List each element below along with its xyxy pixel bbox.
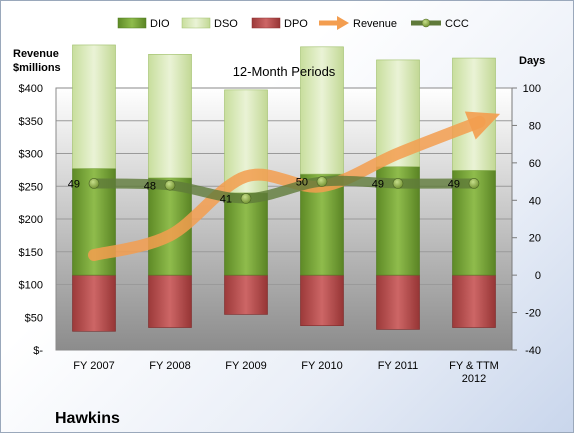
legend-swatch-dio bbox=[117, 17, 147, 29]
legend-label-dio: DIO bbox=[150, 18, 170, 30]
right-tick-label: 20 bbox=[529, 233, 541, 245]
ccc-data-label: 49 bbox=[448, 178, 460, 190]
left-tick-label: $100 bbox=[19, 280, 43, 292]
left-tick-label: $350 bbox=[19, 116, 43, 128]
company-name: Hawkins bbox=[55, 410, 120, 427]
bar-dso bbox=[72, 44, 116, 169]
legend-label-dpo: DPO bbox=[284, 18, 308, 30]
left-tick-label: $250 bbox=[19, 181, 43, 193]
left-tick-label: $200 bbox=[19, 214, 43, 226]
ccc-marker bbox=[468, 178, 480, 189]
right-axis: -40 -20 0 20 40 60 80 100 bbox=[511, 83, 541, 357]
legend-swatch-revenue bbox=[319, 16, 349, 30]
left-tick-label: $150 bbox=[19, 247, 43, 259]
left-tick-label: $400 bbox=[19, 83, 43, 95]
bar-dpo bbox=[224, 274, 268, 315]
left-tick-label: $- bbox=[33, 345, 43, 357]
legend-swatch-dso bbox=[181, 17, 211, 29]
legend-label-ccc: CCC bbox=[445, 18, 469, 30]
bar-dio bbox=[224, 192, 268, 276]
right-tick-label: 80 bbox=[529, 120, 541, 132]
ccc-marker bbox=[164, 180, 176, 191]
right-tick-label: 60 bbox=[529, 158, 541, 170]
ccc-data-label: 49 bbox=[372, 178, 384, 190]
ccc-data-label: 48 bbox=[144, 180, 156, 192]
left-axis-title-line2: $millions bbox=[13, 62, 61, 74]
ccc-data-label: 50 bbox=[296, 177, 308, 189]
revenue-line bbox=[88, 115, 486, 262]
ccc-data-label: 41 bbox=[220, 193, 232, 205]
bar-dpo bbox=[72, 274, 116, 332]
left-axis-title-line1: Revenue bbox=[13, 48, 59, 60]
legend-label-dso: DSO bbox=[214, 18, 238, 30]
bar-dpo bbox=[376, 274, 420, 330]
bar-dpo bbox=[148, 274, 192, 328]
x-tick-label: FY 2007 bbox=[73, 360, 114, 372]
right-tick-label: -20 bbox=[525, 308, 541, 320]
x-tick-label: FY & TTM bbox=[449, 360, 499, 372]
ccc-marker bbox=[88, 178, 100, 189]
left-tick-label: $50 bbox=[25, 312, 43, 324]
x-tick-label: FY 2011 bbox=[378, 360, 419, 372]
legend-swatch-dpo bbox=[251, 17, 281, 29]
right-tick-label: 0 bbox=[535, 270, 541, 282]
x-tick-label: FY 2009 bbox=[225, 360, 266, 372]
revenue-arrowhead bbox=[464, 111, 501, 140]
legend: DIO DSO DPO Revenue CCC bbox=[117, 16, 469, 30]
left-axis: $- $50 $100 $150 $200 $250 $300 $350 $400 bbox=[19, 83, 44, 357]
legend-label-revenue: Revenue bbox=[353, 18, 397, 30]
bar-dso bbox=[300, 46, 344, 175]
right-tick-label: 100 bbox=[523, 83, 541, 95]
bar-dpo bbox=[452, 274, 496, 328]
ccc-marker bbox=[316, 176, 328, 187]
right-tick-label: 40 bbox=[529, 195, 541, 207]
x-tick-label: FY 2010 bbox=[301, 360, 342, 372]
bar-dso bbox=[148, 54, 192, 179]
revenue-series bbox=[88, 111, 501, 262]
legend-swatch-ccc bbox=[411, 18, 441, 28]
right-axis-title: Days bbox=[519, 55, 545, 67]
ccc-series: 49 48 41 50 49 49 bbox=[68, 175, 480, 205]
x-axis: FY 2007 FY 2008 FY 2009 FY 2010 FY 2011 FY & … bbox=[73, 360, 499, 385]
right-tick-label: -40 bbox=[525, 345, 541, 357]
bars bbox=[72, 44, 496, 332]
ccc-marker bbox=[392, 178, 404, 189]
x-tick-label: FY 2008 bbox=[149, 360, 190, 372]
bar-dpo bbox=[300, 274, 344, 326]
ccc-data-label: 49 bbox=[68, 178, 80, 190]
ccc-marker bbox=[240, 193, 252, 204]
left-tick-label: $300 bbox=[19, 149, 43, 161]
chart-title: 12-Month Periods bbox=[233, 64, 336, 79]
x-tick-label: 2012 bbox=[462, 373, 486, 385]
ccc-line bbox=[89, 175, 479, 204]
